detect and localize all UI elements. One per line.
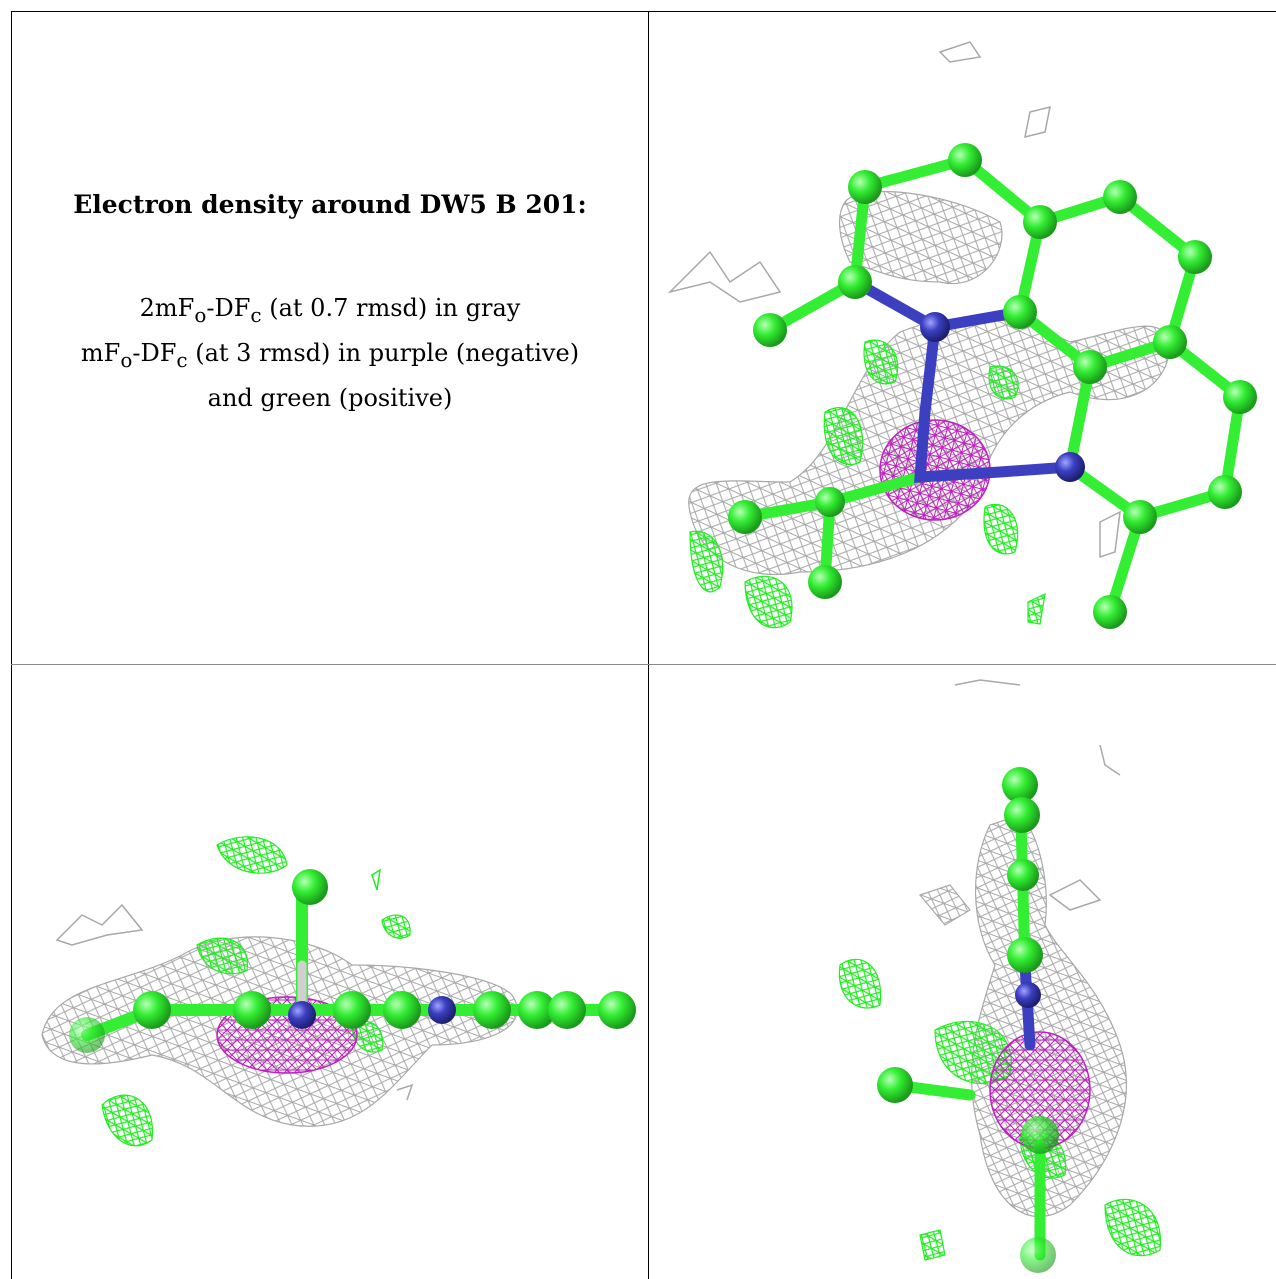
density-gray-fragment [954,679,1021,686]
density-green-7 [1027,592,1046,625]
density-green-5 [988,365,1019,400]
view-bottom-right [650,665,1276,1279]
density-green-2 [744,575,793,629]
grid-divider-vertical [648,11,649,1279]
grid-border-top [11,11,1276,12]
density-gray-upper [839,190,1003,285]
density-gray-fragment-2 [396,1083,414,1101]
density-gray-side [918,884,971,926]
density-green-1 [838,958,882,1009]
density-green-1 [216,836,288,874]
density-gray-fragment-3 [1024,105,1051,139]
molecule-view-side [838,679,1162,1273]
molecule-view-front [667,41,1257,629]
density-green-3 [196,937,249,975]
density-green-6 [983,503,1019,555]
atom-set-front [728,143,1257,629]
grid-divider-horizontal [11,664,1276,665]
grid-border-left [11,11,12,1279]
density-gray-fragment [667,250,782,303]
molecule-view-edge [41,836,636,1147]
density-gray-fragment-4 [1099,510,1121,559]
density-green-3 [1104,1198,1162,1257]
density-green-3 [823,407,864,466]
atom-set-side [877,767,1059,1273]
caption-line-gray: 2mFo-DFc (at 0.7 rmsd) in gray [139,294,521,327]
caption-panel: Electron density around DW5 B 201: 2mFo-… [12,190,648,417]
density-green-6 [371,868,381,891]
density-gray-fragment-3 [1048,879,1102,911]
caption-title: Electron density around DW5 B 201: [73,190,587,219]
density-gray-fragment-2 [938,41,982,63]
view-bottom-left [12,665,648,1279]
density-green-2 [381,914,411,939]
density-green-4 [863,339,899,385]
density-green-4 [919,1229,946,1261]
density-green-1 [689,530,724,593]
view-top-right [650,12,1276,664]
atom-set-edge [69,869,636,1053]
caption-line-positive: and green (positive) [207,383,453,412]
caption-line-difference: mFo-DFc (at 3 rmsd) in purple (negative) [80,338,580,372]
density-gray-fragment [55,903,144,946]
density-green-4 [101,1094,154,1147]
density-gray-fragment-2 [1099,744,1121,776]
